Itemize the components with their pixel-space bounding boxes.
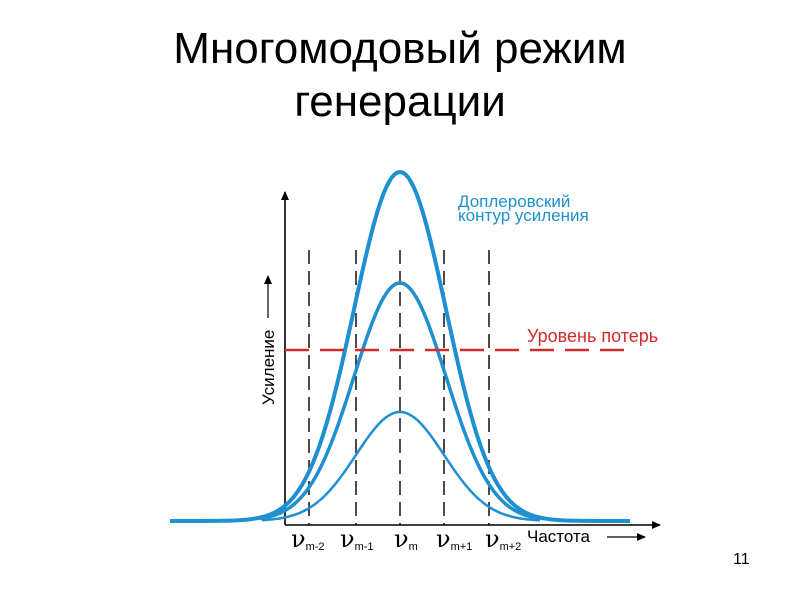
x-axis-label: Частота xyxy=(527,527,591,546)
title-line-1: Многомодовый режим xyxy=(173,24,627,73)
slide-title: Многомодовый режим генерации xyxy=(0,22,800,128)
slide-number: 11 xyxy=(733,551,750,568)
title-line-2: генерации xyxy=(294,77,506,126)
mode-label-m-2: νm-2 xyxy=(291,525,325,553)
doppler-gain-curve xyxy=(170,169,630,523)
mode-label-m+1: νm+1 xyxy=(436,525,472,553)
gain-curve-low xyxy=(261,410,541,522)
mode-label-m+2: νm+2 xyxy=(485,525,521,553)
loss-level-label: Уровень потерь xyxy=(527,326,658,346)
doppler-label-line-1: Доплеровский xyxy=(458,192,570,211)
mode-label-m: νm xyxy=(394,525,418,553)
doppler-label-line-2: контур усиления xyxy=(458,206,589,225)
y-axis-label: Усиление xyxy=(259,330,278,405)
gain-curve-middle xyxy=(259,281,541,521)
mode-label-m-1: νm-1 xyxy=(340,525,374,553)
